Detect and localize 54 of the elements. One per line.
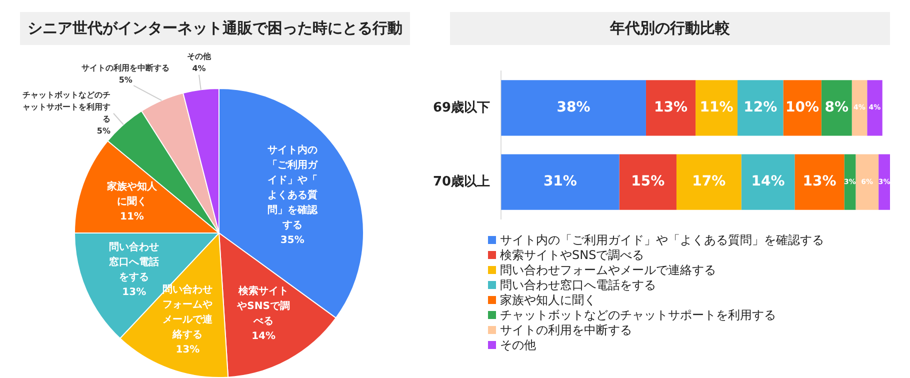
bar — [821, 80, 852, 136]
legend-label: チャットボットなどのチャットサポートを利用する — [499, 308, 777, 323]
slice-label: サイトの利用を中断する — [82, 64, 170, 73]
chart-title: 年代別の行動比較 — [450, 12, 890, 45]
bar — [741, 154, 795, 210]
bar — [856, 154, 879, 210]
data-label: 17% — [692, 174, 726, 190]
bar — [852, 80, 868, 136]
bar — [619, 154, 676, 210]
y-tick-label: 70歳以上 — [432, 174, 490, 190]
legend-label: サイト内の「ご利用ガイド」や「よくある質問」を確認する — [499, 233, 824, 248]
bar — [676, 154, 742, 210]
slice-label: 検索サイトやSNSで調べる — [236, 285, 290, 328]
data-label: 5% — [118, 76, 132, 85]
legend-label: サイトの利用を中断する — [499, 323, 633, 338]
data-label: 5% — [96, 126, 111, 136]
data-label: 31% — [543, 174, 577, 190]
bar — [501, 80, 646, 136]
data-label: 38% — [556, 100, 590, 116]
chart-title: シニア世代がインターネット通販で困った時にとる行動 — [20, 12, 410, 45]
slice-label: サイト内の「ご利用ガイド」や「よくある質問」を確認する — [267, 144, 318, 232]
slice-label: その他 — [187, 52, 212, 61]
legend-label: 検索サイトやSNSで調べる — [499, 248, 646, 263]
bar — [844, 154, 856, 210]
bar — [501, 154, 620, 210]
legend-label: その他 — [499, 338, 537, 353]
data-label: 15% — [631, 174, 665, 190]
data-label: 8% — [824, 100, 849, 116]
bar — [783, 80, 822, 136]
data-label: 11% — [700, 100, 734, 116]
bar — [646, 80, 696, 136]
data-label: 35% — [280, 235, 304, 246]
data-label: 13% — [176, 344, 200, 356]
bar — [794, 154, 844, 210]
slice-label: 問い合わせ窓口へ電話をする — [109, 240, 160, 283]
legend-label: 家族や知人に聞く — [499, 293, 597, 308]
bar — [737, 80, 784, 136]
data-label: 10% — [786, 100, 820, 116]
bar — [696, 80, 738, 136]
legend-label: 問い合わせ窓口へ電話をする — [499, 278, 657, 293]
slice-label: チャットボットなどのチャットサポートを利用する — [22, 90, 111, 124]
slice-label: 家族や知人に聞く — [106, 180, 158, 208]
data-label: 11% — [120, 211, 144, 222]
data-label: 14% — [751, 174, 785, 190]
bar — [878, 154, 890, 210]
legend-label: 問い合わせフォームやメールで連絡する — [499, 263, 717, 278]
y-tick-label: 69歳以下 — [432, 100, 490, 116]
data-label: 14% — [252, 331, 276, 342]
data-label: 4% — [192, 64, 206, 73]
data-label: 13% — [654, 100, 688, 116]
bar — [867, 80, 882, 136]
data-label: 13% — [802, 174, 836, 190]
data-label: 12% — [744, 100, 778, 116]
data-label: 13% — [122, 286, 146, 298]
